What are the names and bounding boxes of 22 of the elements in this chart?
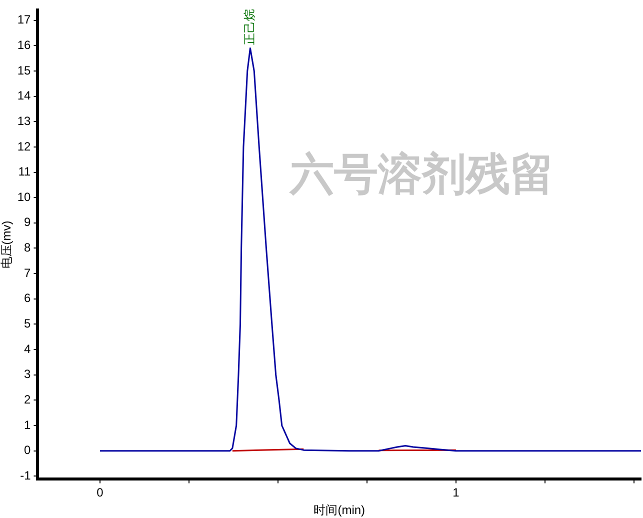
y-tick-label: 7 xyxy=(24,266,32,280)
y-tick-label: 1 xyxy=(24,418,32,432)
y-tick-label: 15 xyxy=(17,63,32,78)
y-tick-label: 8 xyxy=(24,240,32,255)
y-tick-label: 16 xyxy=(17,38,32,52)
y-tick-label: -1 xyxy=(20,468,32,482)
y-tick-label: 0 xyxy=(24,443,32,458)
y-tick-label: 13 xyxy=(17,114,32,128)
y-tick-label: 12 xyxy=(17,139,32,154)
y-tick-label: 6 xyxy=(24,291,32,306)
y-tick-label: 14 xyxy=(17,88,32,103)
y-tick-label: 11 xyxy=(18,164,32,179)
y-axis-title: 电压(mv) xyxy=(0,220,14,269)
annotation: 正己烷 xyxy=(242,9,256,46)
x-axis-title: 时间(min) xyxy=(314,503,366,518)
y-tick-label: 2 xyxy=(24,392,32,406)
y-tick-label: 5 xyxy=(24,316,32,331)
y-tick-label: 4 xyxy=(24,342,32,356)
y-tick-label: 17 xyxy=(17,12,32,27)
y-tick-label: 3 xyxy=(24,367,32,382)
y-tick-label: 9 xyxy=(24,215,32,230)
y-tick-label: 10 xyxy=(17,190,32,204)
